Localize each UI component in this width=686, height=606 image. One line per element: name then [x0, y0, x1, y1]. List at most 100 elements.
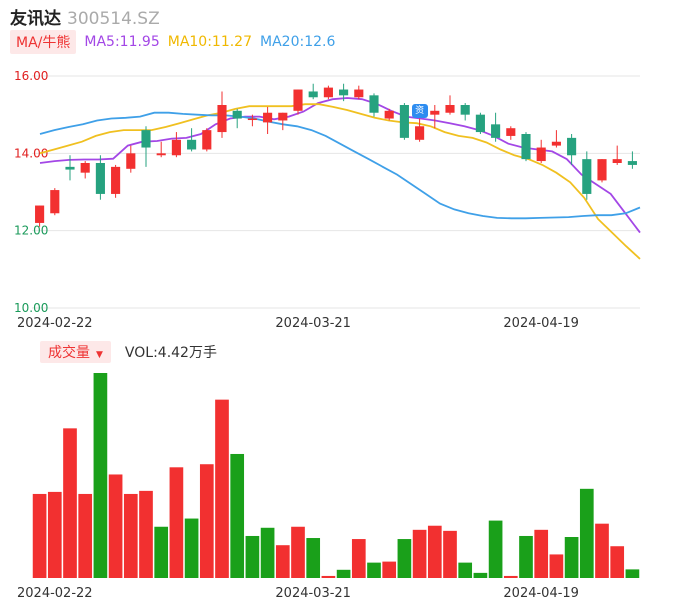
volume-bar	[154, 526, 169, 578]
candle-body	[293, 89, 303, 111]
candle-body	[323, 87, 333, 98]
volume-indicator-select[interactable]: 成交量 ▼	[40, 341, 111, 363]
volume-bar	[215, 399, 229, 578]
candle	[293, 89, 303, 115]
volume-bar	[260, 527, 275, 578]
volume-bar	[488, 520, 503, 578]
y-tick-label: 10.00	[14, 301, 48, 315]
ma-line-ma10	[39, 103, 641, 260]
candle	[95, 155, 105, 200]
candle	[323, 85, 333, 100]
volume-bar	[123, 493, 138, 578]
ma-line-ma20	[39, 111, 641, 220]
candle	[141, 126, 151, 167]
candle-body	[187, 139, 197, 150]
volume-bar	[427, 525, 442, 578]
candle	[369, 93, 379, 117]
candle	[339, 83, 349, 102]
candle	[445, 95, 455, 115]
candle	[506, 126, 516, 140]
stock-header: 友讯达 300514.SZ	[10, 4, 160, 29]
candle-body	[202, 130, 212, 150]
volume-bar	[336, 569, 351, 578]
stock-code: 300514.SZ	[67, 9, 160, 29]
volume-bar	[351, 539, 366, 578]
volume-bar	[549, 554, 564, 578]
candle-body	[582, 159, 592, 194]
candle-body	[247, 118, 257, 121]
volume-bar	[367, 562, 381, 578]
volume-bar	[321, 575, 336, 578]
x-tick-label: 2024-02-22	[17, 586, 93, 601]
volume-bar	[595, 523, 609, 578]
candle-body	[384, 110, 394, 119]
event-badge-icon[interactable]: 资	[411, 103, 428, 118]
candle-body	[399, 105, 409, 138]
volume-bar	[306, 538, 321, 578]
volume-bar	[397, 539, 412, 578]
candle-body	[141, 130, 151, 148]
y-tick-label: 14.00	[14, 146, 48, 160]
ma5-legend: MA5:11.95	[84, 34, 160, 50]
candle	[50, 188, 60, 216]
volume-bar	[199, 464, 214, 578]
candle-body	[263, 112, 273, 123]
candle	[278, 112, 288, 131]
candle-body	[567, 137, 577, 156]
volume-bar	[579, 488, 594, 578]
candle-body	[521, 134, 531, 160]
candle	[247, 114, 257, 127]
candle	[65, 155, 75, 181]
volume-bar	[230, 453, 245, 578]
candle	[232, 108, 242, 129]
ma-mode-toggle[interactable]: MA/牛熊	[10, 30, 77, 54]
volume-bar	[534, 529, 549, 578]
candle-body	[308, 91, 318, 98]
candle	[202, 128, 212, 152]
volume-bar	[32, 493, 47, 578]
x-tick-label: 2024-04-19	[503, 316, 579, 331]
candle	[460, 103, 470, 121]
candle	[536, 139, 546, 163]
candle	[187, 128, 197, 152]
candle	[111, 164, 121, 198]
volume-bar	[47, 491, 62, 578]
volume-bar	[275, 545, 290, 578]
volume-bar	[139, 490, 153, 578]
volume-bar	[473, 572, 488, 578]
volume-bar	[610, 546, 625, 578]
candle	[217, 91, 227, 138]
candle-body	[460, 105, 470, 115]
x-tick-label: 2024-03-21	[275, 316, 351, 331]
volume-value: VOL:4.42万手	[124, 345, 217, 361]
candle-body	[536, 147, 546, 162]
candle-body	[506, 128, 516, 136]
candle-body	[217, 105, 227, 133]
volume-bar	[519, 535, 533, 578]
candle-body	[95, 163, 105, 194]
candle	[308, 83, 318, 100]
candle-body	[111, 166, 121, 194]
ma-legend: MA/牛熊 MA5:11.95 MA10:11.27 MA20:12.6	[10, 30, 335, 54]
candle-body	[445, 105, 455, 113]
candle	[156, 141, 166, 158]
candle-body	[126, 153, 136, 169]
stock-name: 友讯达	[10, 9, 61, 29]
volume-legend: 成交量 ▼ VOL:4.42万手	[40, 341, 217, 363]
candle	[551, 130, 561, 148]
candle-body	[339, 89, 349, 96]
volume-bar	[443, 530, 457, 578]
volume-bar	[291, 526, 305, 578]
volume-bar	[564, 537, 579, 578]
candle-body	[551, 141, 561, 146]
candle	[80, 161, 90, 179]
candle-body	[597, 159, 607, 181]
volume-bar	[382, 561, 397, 578]
candle	[126, 145, 136, 173]
candle-body	[50, 190, 60, 214]
candle	[399, 103, 409, 140]
candle	[491, 112, 501, 142]
candle-body	[612, 159, 622, 163]
candle	[612, 145, 622, 165]
